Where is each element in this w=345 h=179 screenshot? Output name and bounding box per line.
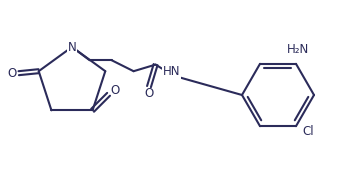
Text: Cl: Cl	[302, 125, 314, 138]
Text: N: N	[68, 40, 76, 54]
Text: H₂N: H₂N	[287, 43, 309, 56]
Text: O: O	[144, 87, 154, 100]
Text: O: O	[110, 84, 119, 97]
Text: HN: HN	[162, 65, 180, 78]
Text: O: O	[7, 67, 16, 80]
